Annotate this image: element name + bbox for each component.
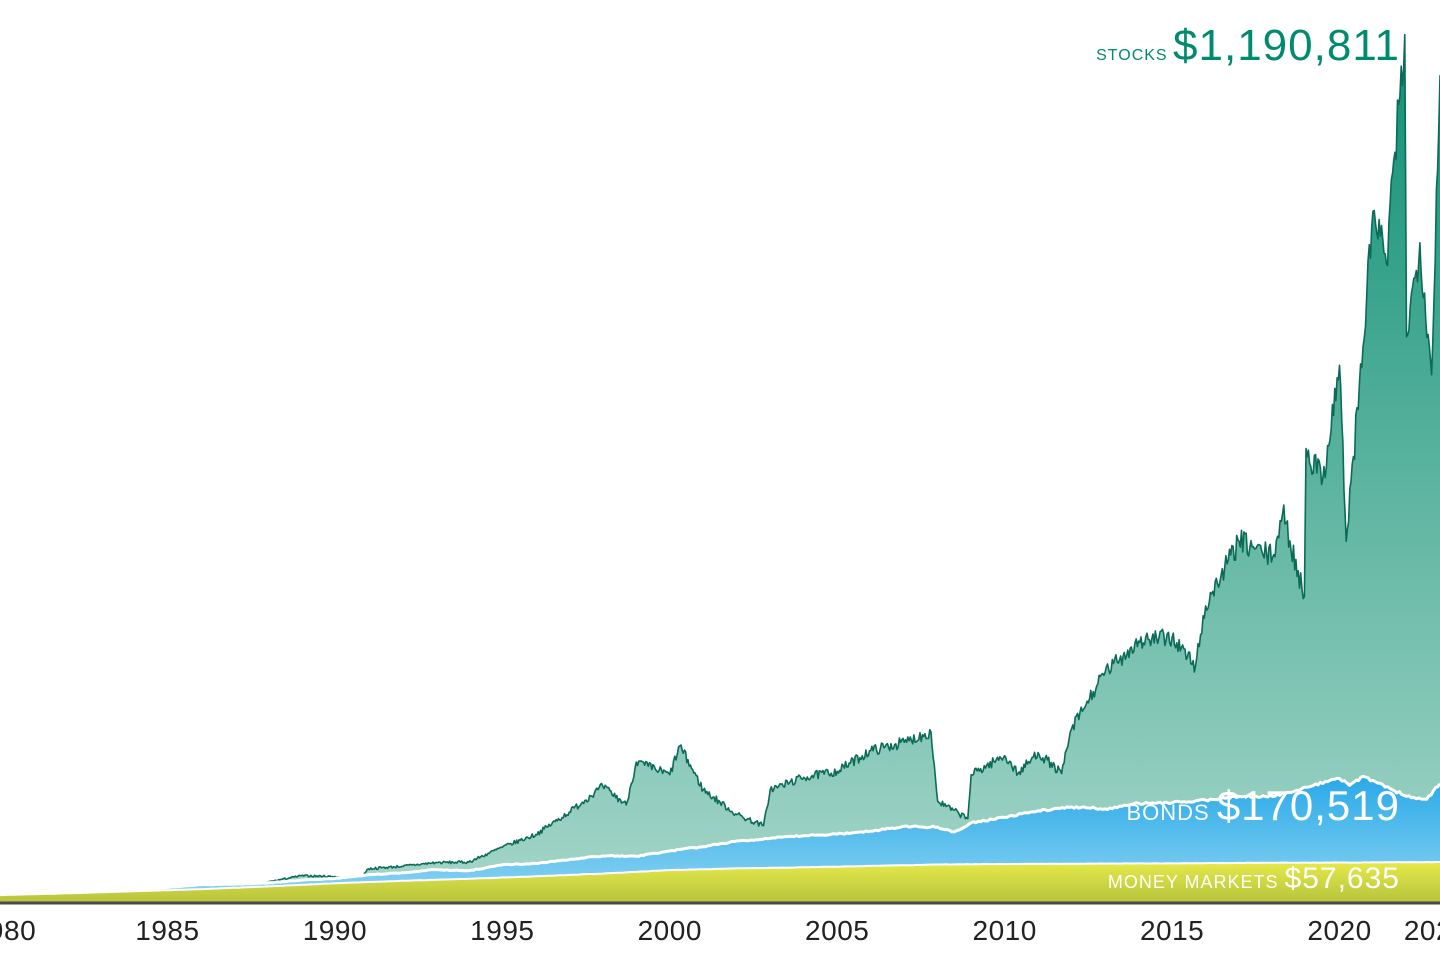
- x-tick-2015: 2015: [1140, 915, 1204, 946]
- chart-svg: 1980 1985 1990 1995 2000 2005 2010 2015 2020 2023…: [0, 0, 1440, 960]
- x-tick-2000: 2000: [638, 915, 702, 946]
- x-tick-1985: 1985: [135, 915, 199, 946]
- growth-area-chart: 1980 1985 1990 1995 2000 2005 2010 2015 2020 2023…: [0, 0, 1440, 960]
- x-tick-1980: 1980: [0, 915, 36, 946]
- x-tick-2023: 2023: [1404, 915, 1440, 946]
- x-tick-1990: 1990: [303, 915, 367, 946]
- x-tick-1995: 1995: [470, 915, 534, 946]
- series-area-stocks: [0, 35, 1440, 902]
- x-tick-2020: 2020: [1307, 915, 1371, 946]
- annotation-label-stocks: STOCKS $1,190,811: [1096, 21, 1400, 70]
- x-tick-2010: 2010: [973, 915, 1037, 946]
- annotation-stocks: STOCKS $1,190,811: [1096, 21, 1400, 70]
- x-tick-2005: 2005: [805, 915, 869, 946]
